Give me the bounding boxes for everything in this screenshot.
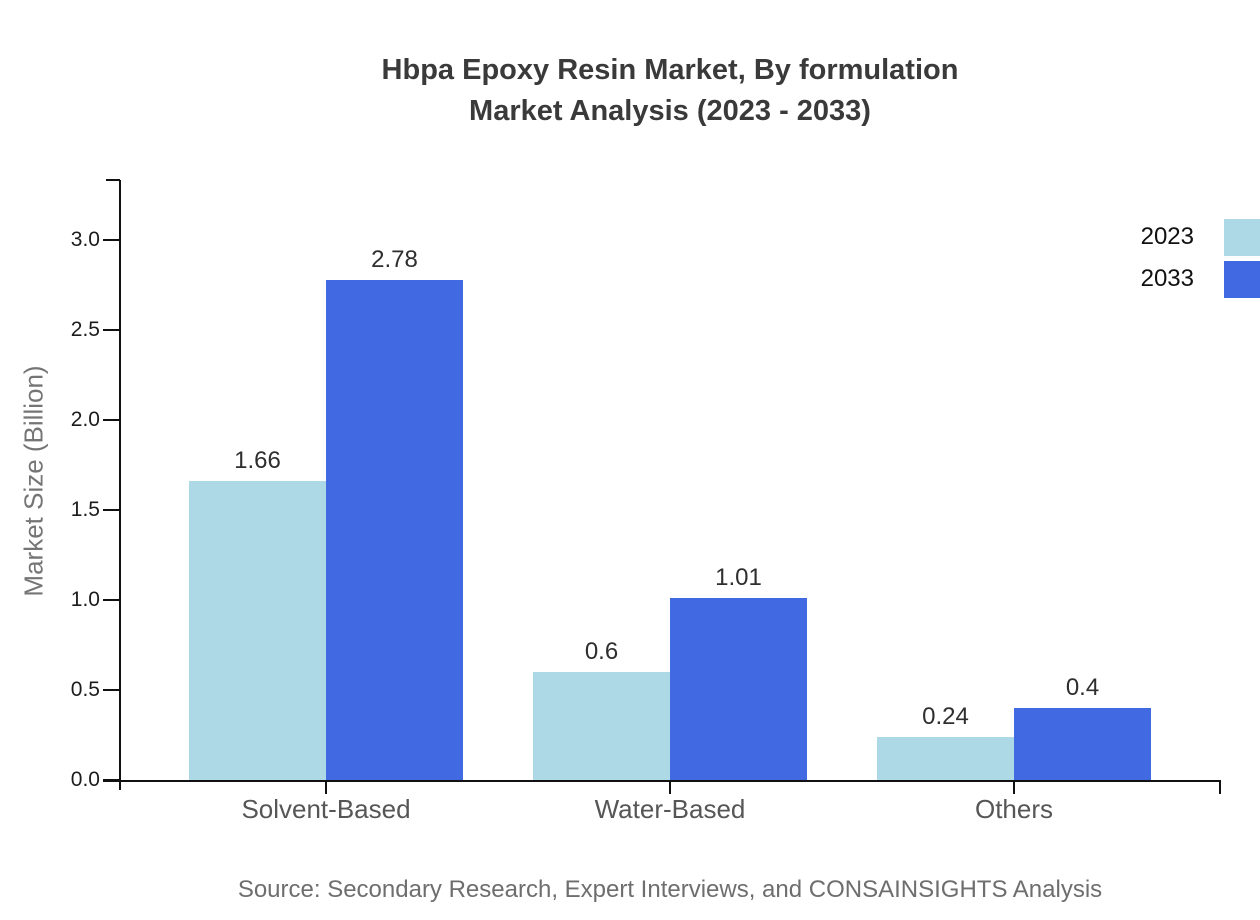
bar-value-label: 0.4 — [1065, 674, 1100, 701]
bar-value-label: 0.6 — [584, 638, 619, 665]
bar-value-label: 2.78 — [371, 246, 418, 273]
x-tick-mark — [325, 781, 327, 794]
y-tick-label: 1.0 — [70, 588, 100, 611]
legend: 2023 2033 — [1141, 218, 1260, 298]
y-tick-label: 0.5 — [70, 678, 100, 701]
y-tick-label: 0.0 — [70, 768, 100, 791]
bar-value-label: 1.01 — [715, 564, 762, 591]
y-tick-label: 3.0 — [70, 228, 100, 251]
y-tick-mark — [103, 779, 119, 781]
bar-2033-others — [1014, 708, 1151, 780]
source-note: Source: Secondary Research, Expert Inter… — [237, 876, 1103, 903]
y-axis-line — [119, 180, 121, 790]
x-category-label: Solvent-Based — [241, 794, 411, 824]
chart-title: Hbpa Epoxy Resin Market, By formulation … — [120, 50, 1220, 132]
y-tick-mark — [103, 239, 119, 241]
y-tick-label: 2.0 — [70, 408, 100, 431]
y-axis-top-cap — [106, 179, 120, 181]
legend-swatch — [1224, 260, 1260, 298]
y-axis-title: Market Size (Billion) — [18, 365, 49, 597]
y-tick-label: 1.5 — [70, 498, 100, 521]
bar-2023-water-based — [533, 672, 670, 780]
bar-2033-water-based — [670, 598, 807, 780]
y-tick-mark — [103, 689, 119, 691]
bar-value-label: 1.66 — [234, 447, 281, 474]
bar-value-label: 0.24 — [922, 703, 969, 730]
x-axis-line — [103, 780, 1221, 782]
x-category-label: Water-Based — [594, 794, 746, 824]
x-tick-mark — [669, 781, 671, 794]
legend-item: 2023 — [1141, 218, 1260, 256]
legend-item: 2033 — [1141, 260, 1260, 298]
chart-title-line2: Market Analysis (2023 - 2033) — [469, 95, 871, 127]
x-category-label: Others — [974, 794, 1054, 824]
y-tick-mark — [103, 509, 119, 511]
x-axis-end-tick — [1219, 780, 1221, 794]
legend-swatch — [1224, 218, 1260, 256]
bar-2023-others — [877, 737, 1014, 780]
y-tick-mark — [103, 419, 119, 421]
y-tick-label: 2.5 — [70, 318, 100, 341]
x-tick-mark — [1013, 781, 1015, 794]
bar-2023-solvent-based — [189, 481, 326, 780]
y-tick-mark — [103, 599, 119, 601]
legend-label: 2023 — [1140, 223, 1194, 250]
chart-title-line1: Hbpa Epoxy Resin Market, By formulation — [381, 54, 959, 86]
y-tick-mark — [103, 329, 119, 331]
legend-label: 2033 — [1140, 265, 1194, 292]
bar-2033-solvent-based — [326, 280, 463, 780]
